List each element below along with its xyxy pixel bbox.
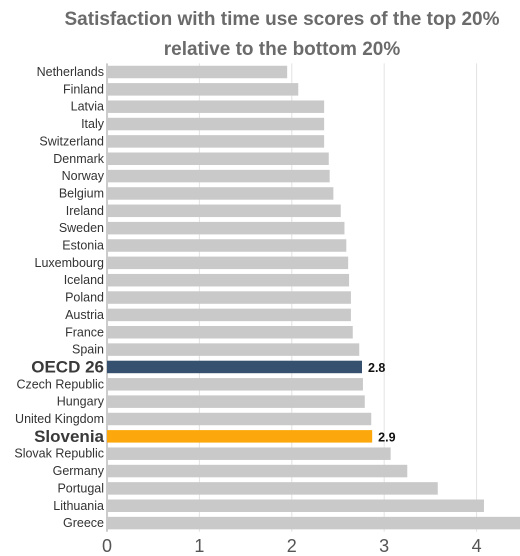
category-label-denmark: Denmark bbox=[53, 152, 104, 166]
category-labels: Netherlands Finland Latvia Italy Switzerland… bbox=[14, 65, 104, 530]
chart-title: Satisfaction with time use scores of the… bbox=[65, 9, 500, 60]
category-label-france: France bbox=[65, 325, 104, 339]
category-label-greece: Greece bbox=[63, 516, 104, 530]
bar-italy bbox=[107, 117, 325, 131]
category-label-norway: Norway bbox=[62, 169, 105, 183]
category-label-ireland: Ireland bbox=[66, 204, 104, 218]
bar-czech-republic bbox=[107, 378, 363, 391]
bar-norway bbox=[107, 169, 330, 183]
category-label-czech-republic: Czech Republic bbox=[16, 377, 104, 391]
bar-poland bbox=[107, 291, 351, 304]
category-label-netherlands: Netherlands bbox=[37, 65, 104, 79]
category-label-poland: Poland bbox=[65, 291, 104, 305]
data-labels: 2.8 2.9 bbox=[368, 361, 396, 444]
bar-iceland bbox=[107, 273, 350, 287]
bar-austria bbox=[107, 308, 351, 322]
bars bbox=[107, 65, 520, 530]
bar-france bbox=[107, 326, 353, 339]
bar-luxembourg bbox=[107, 256, 349, 270]
x-tick-label: 3 bbox=[379, 536, 389, 556]
category-label-austria: Austria bbox=[65, 308, 104, 322]
bar-lithuania bbox=[107, 499, 484, 512]
category-label-switzerland: Switzerland bbox=[39, 134, 104, 148]
x-tick-label: 2 bbox=[287, 536, 297, 556]
x-tick-label: 0 bbox=[102, 536, 112, 556]
category-label-estonia: Estonia bbox=[62, 239, 104, 253]
bar-slovenia bbox=[107, 430, 373, 443]
category-label-latvia: Latvia bbox=[71, 100, 104, 114]
bar-hungary bbox=[107, 395, 365, 408]
category-label-oecd-26: OECD 26 bbox=[31, 357, 104, 376]
category-label-spain: Spain bbox=[72, 343, 104, 357]
category-label-italy: Italy bbox=[81, 117, 105, 131]
bar-sweden bbox=[107, 221, 345, 235]
bar-united-kingdom bbox=[107, 412, 372, 426]
data-label-slovenia: 2.9 bbox=[378, 430, 395, 444]
bar-switzerland bbox=[107, 135, 325, 148]
category-label-hungary: Hungary bbox=[57, 395, 105, 409]
data-label-oecd-26: 2.8 bbox=[368, 361, 385, 375]
bar-estonia bbox=[107, 239, 347, 252]
category-label-iceland: Iceland bbox=[64, 273, 104, 287]
category-label-slovak-republic: Slovak Republic bbox=[14, 447, 104, 461]
bar-slovak-republic bbox=[107, 447, 391, 460]
bar-ireland bbox=[107, 204, 341, 218]
chart-title-line-1: Satisfaction with time use scores of the… bbox=[65, 9, 500, 30]
bar-finland bbox=[107, 83, 299, 96]
chart-title-line-2: relative to the bottom 20% bbox=[164, 39, 401, 60]
category-label-sweden: Sweden bbox=[59, 221, 104, 235]
category-label-finland: Finland bbox=[63, 82, 104, 96]
category-label-germany: Germany bbox=[53, 464, 105, 478]
category-label-portugal: Portugal bbox=[57, 481, 104, 495]
category-label-luxembourg: Luxembourg bbox=[35, 256, 105, 270]
category-label-belgium: Belgium bbox=[59, 186, 104, 200]
bar-greece bbox=[107, 516, 520, 530]
category-label-united-kingdom: United Kingdom bbox=[15, 412, 104, 426]
bar-belgium bbox=[107, 187, 334, 200]
x-tick-label: 4 bbox=[472, 536, 482, 556]
bar-germany bbox=[107, 464, 408, 478]
bar-portugal bbox=[107, 482, 438, 495]
bar-latvia bbox=[107, 100, 325, 113]
bar-spain bbox=[107, 343, 360, 356]
x-tick-label: 1 bbox=[194, 536, 204, 556]
bar-netherlands bbox=[107, 65, 288, 79]
category-label-slovenia: Slovenia bbox=[34, 427, 104, 446]
bar-oecd-26 bbox=[107, 360, 363, 374]
category-label-lithuania: Lithuania bbox=[53, 499, 104, 513]
bar-denmark bbox=[107, 152, 329, 165]
x-axis-ticks: 0 1 2 3 4 bbox=[102, 536, 482, 556]
